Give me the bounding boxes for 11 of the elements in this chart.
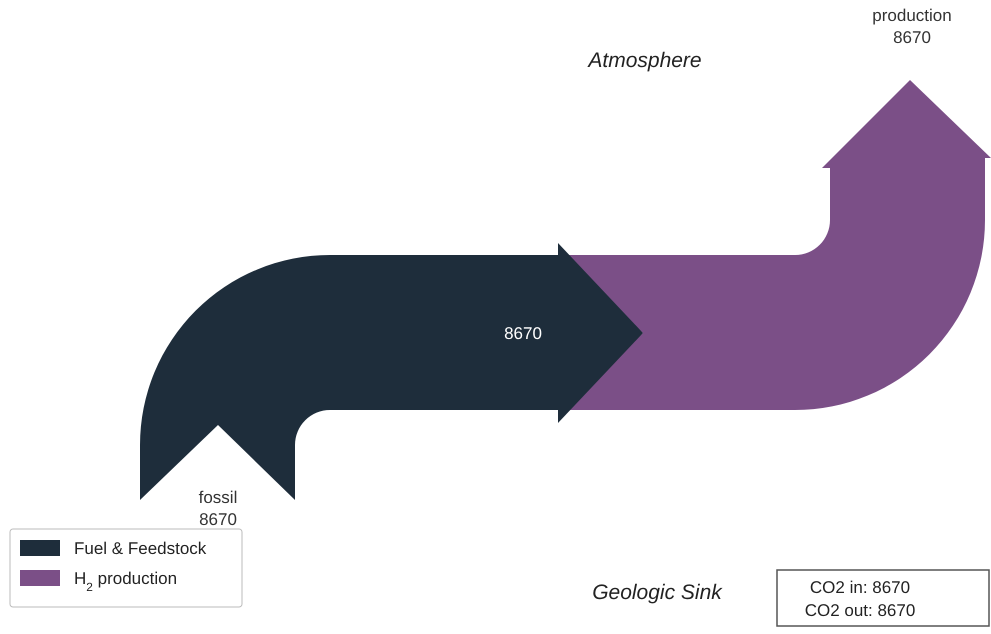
data-label: 8670 xyxy=(893,28,931,47)
text: CO2 in: 8670 xyxy=(810,578,910,597)
text: Atmosphere xyxy=(586,49,702,72)
legend-label: Fuel & Feedstock xyxy=(74,539,207,558)
category-label: fossil xyxy=(198,488,238,507)
text: CO2 out: 8670 xyxy=(804,601,916,620)
data-label: 8670 xyxy=(199,510,237,529)
category-label: production xyxy=(872,6,952,25)
text: 8670 xyxy=(504,324,542,343)
text: Geologic Sink xyxy=(592,581,724,604)
legend-label: H$_{2}$ production xyxy=(74,569,178,594)
